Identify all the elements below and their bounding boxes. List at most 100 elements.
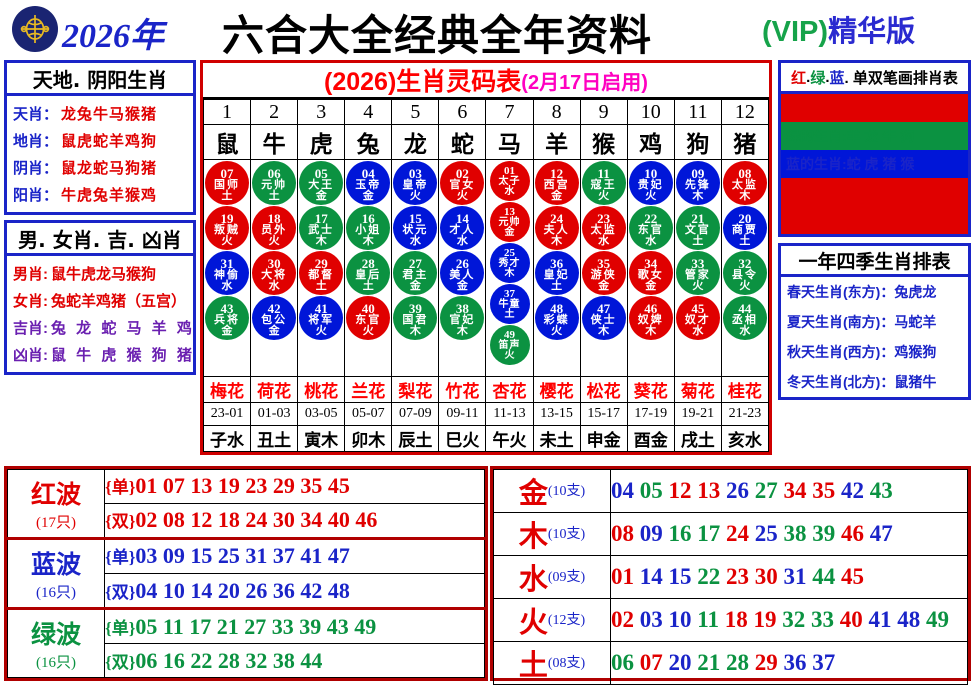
code-ball-number: 23 [597,210,611,226]
code-ball[interactable]: 14 才人水 [440,206,485,250]
code-ball[interactable]: 06 元帅土 [252,161,297,205]
code-ball-element: 金 [409,279,421,292]
code-ball[interactable]: 42 包公金 [252,296,297,340]
code-ball[interactable]: 38 官妃木 [440,296,485,340]
code-ball-number: 07 [220,165,234,181]
code-ball[interactable]: 36 皇妃土 [534,251,579,295]
wave-label-cell: 蓝波 (16只) [7,536,105,610]
code-ball-number: 28 [361,255,375,271]
code-ball[interactable]: 44 丞相水 [722,296,767,340]
hour-range-cell: 07-09 [391,402,440,426]
code-ball[interactable]: 34 歌女金 [628,251,673,295]
element-number: 08 [611,521,634,546]
element-name: 金 [518,476,548,510]
code-ball-number: 16 [361,210,375,226]
column-number-cell: 8 [532,99,581,125]
code-ball-element: 木 [598,324,610,337]
code-ball-element: 金 [362,189,374,202]
code-ball[interactable]: 17 武士木 [299,206,344,250]
hour-range-cell: 21-23 [720,402,770,426]
element-name: 木 [518,519,548,553]
code-ball[interactable]: 40 东官火 [346,296,391,340]
code-ball[interactable]: 29 都督土 [299,251,344,295]
row-value: 鼠龙蛇马狗猪 [61,160,158,177]
element-number: 02 [611,607,634,632]
code-ball[interactable]: 26 美人金 [440,251,485,295]
zodiac-grid: 1 2 3 4 5 6 7 8 9 10 11 12 鼠牛虎兔龙蛇马羊猴鸡狗猪 07 国师土 19 叛贼火 3… [202,99,770,452]
code-ball[interactable]: 49 笛声火 [489,325,530,365]
row-sep: : [43,320,49,337]
animal-cell: 猪 [720,124,770,160]
flower-cell: 杏花 [485,376,534,403]
element-number: 25 [754,521,778,546]
code-ball-cell: 02 官女火 14 才人水 26 美人金 38 官妃木 [438,159,487,377]
code-ball[interactable]: 10 贵妃火 [628,161,673,205]
animal-cell: 猴 [579,124,628,160]
wave-even-numbers: {双}02 08 12 18 24 30 34 40 46 [104,502,485,539]
table-title-sub: (2月17日启用) [521,71,648,94]
wave-name: 蓝波 [30,549,81,579]
zodiac-code-table: (2026)生肖灵码表 (2月17日启用) 1 2 3 4 5 6 7 8 9 10 11 12 鼠牛… [200,60,772,455]
parity-even-label: {双} [105,652,136,672]
animal-cell: 羊 [532,124,581,160]
code-ball[interactable]: 48 彩蝶火 [534,296,579,340]
code-ball[interactable]: 21 文官土 [675,206,720,250]
hour-range-cell: 01-03 [250,402,299,426]
code-ball[interactable]: 19 叛贼火 [205,206,250,250]
code-ball-title: 丞相 [731,313,758,326]
code-ball-number: 26 [455,255,469,271]
list-item: 天肖 ： 龙兔牛马猴猪 [7,100,193,127]
code-ball-title: 君主 [402,268,429,281]
row-sep: : [43,293,49,310]
code-ball[interactable]: 20 商贾土 [722,206,767,250]
element-numbers: 02 03 10 11 18 19 32 33 40 41 48 49 [610,598,968,642]
code-ball[interactable]: 08 太监木 [722,161,767,205]
code-ball[interactable]: 04 玉帝金 [346,161,391,205]
wave-label-cell: 红波 (17只) [7,469,105,539]
code-ball[interactable]: 46 奴婢木 [628,296,673,340]
code-ball[interactable]: 23 太监水 [581,206,626,250]
table-row: 水(09支) 01 14 15 22 23 30 31 44 45 [493,555,968,599]
code-ball[interactable]: 32 县令火 [722,251,767,295]
code-ball[interactable]: 43 兵将金 [205,296,250,340]
code-ball[interactable]: 11 寇王火 [581,161,626,205]
code-ball[interactable]: 31 神偷水 [205,251,250,295]
code-ball[interactable]: 22 东官水 [628,206,673,250]
code-ball[interactable]: 16 小姐木 [346,206,391,250]
code-ball[interactable]: 37 牛童土 [489,284,530,324]
code-ball[interactable]: 05 大王金 [299,161,344,205]
code-ball[interactable]: 07 国师土 [205,161,250,205]
code-ball[interactable]: 27 君主金 [393,251,438,295]
code-ball[interactable]: 25 秀才木 [489,243,530,283]
element-number: 39 [812,521,836,546]
code-ball-number: 43 [220,300,234,316]
code-ball-number: 31 [220,255,234,271]
code-ball[interactable]: 45 奴才水 [675,296,720,340]
code-ball-title: 小姐 [355,223,382,236]
code-ball[interactable]: 01 太子水 [489,161,530,201]
code-ball[interactable]: 33 管家火 [675,251,720,295]
code-ball[interactable]: 35 游侠金 [581,251,626,295]
code-ball[interactable]: 47 侠士木 [581,296,626,340]
earthly-branch-cell: 卯木 [344,425,393,452]
code-ball-title: 游侠 [590,268,617,281]
code-ball[interactable]: 12 西宫金 [534,161,579,205]
row-key: 天肖 [13,106,44,123]
table-row: 绿波 (16只) {单}05 11 17 21 27 33 39 43 49 [7,607,485,678]
table-row: 火(12支) 02 03 10 11 18 19 32 33 40 41 48 4… [493,598,968,642]
code-ball[interactable]: 39 国君木 [393,296,438,340]
code-ball[interactable]: 15 状元水 [393,206,438,250]
code-ball-title: 包公 [261,313,288,326]
code-ball[interactable]: 28 皇后土 [346,251,391,295]
code-ball[interactable]: 02 官女火 [440,161,485,205]
row-value: 兔蛇羊鸡猪（五宫） [51,293,187,310]
code-ball[interactable]: 24 夫人木 [534,206,579,250]
code-ball[interactable]: 30 大将水 [252,251,297,295]
code-ball[interactable]: 41 将军火 [299,296,344,340]
code-ball[interactable]: 13 元帅金 [489,202,530,242]
code-ball-element: 火 [645,189,657,202]
code-ball[interactable]: 09 先锋木 [675,161,720,205]
code-ball[interactable]: 18 员外火 [252,206,297,250]
code-ball[interactable]: 03 皇帝火 [393,161,438,205]
code-ball-element: 火 [456,189,468,202]
